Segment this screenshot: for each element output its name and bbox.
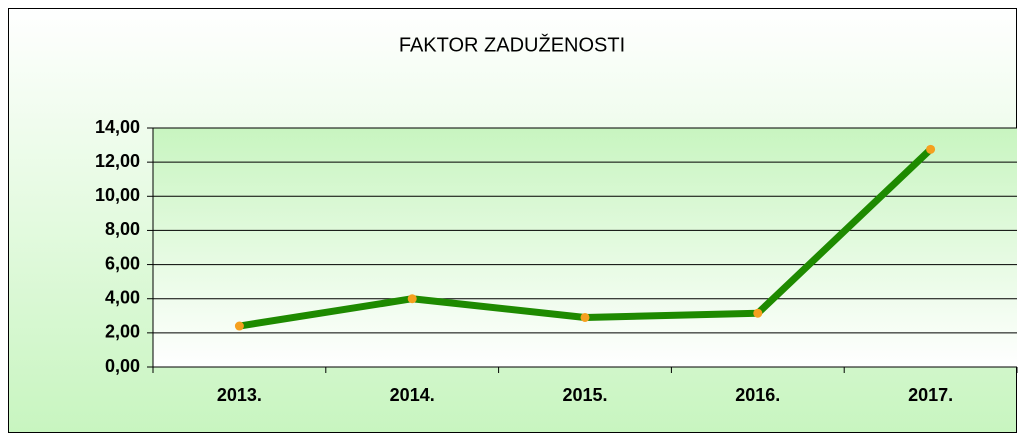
- y-tick-label: 2,00: [105, 322, 140, 342]
- y-tick-label: 4,00: [105, 287, 140, 307]
- y-tick-label: 14,00: [95, 117, 140, 137]
- y-tick-label: 0,00: [105, 356, 140, 376]
- data-point: [580, 312, 590, 322]
- y-tick-label: 8,00: [105, 219, 140, 239]
- y-tick-label: 10,00: [95, 185, 140, 205]
- plot-area: [153, 128, 1017, 367]
- y-tick-label: 12,00: [95, 151, 140, 171]
- y-tick-label: 6,00: [105, 253, 140, 273]
- data-point: [926, 144, 936, 154]
- data-point: [753, 308, 763, 318]
- x-tick-label: 2015.: [562, 385, 607, 405]
- x-tick-label: 2017.: [908, 385, 953, 405]
- data-point: [234, 321, 244, 331]
- x-tick-label: 2016.: [735, 385, 780, 405]
- chart-title: FAKTOR ZADUŽENOSTI: [399, 33, 625, 56]
- x-tick-label: 2014.: [390, 385, 435, 405]
- data-point: [407, 294, 417, 304]
- x-tick-label: 2013.: [217, 385, 262, 405]
